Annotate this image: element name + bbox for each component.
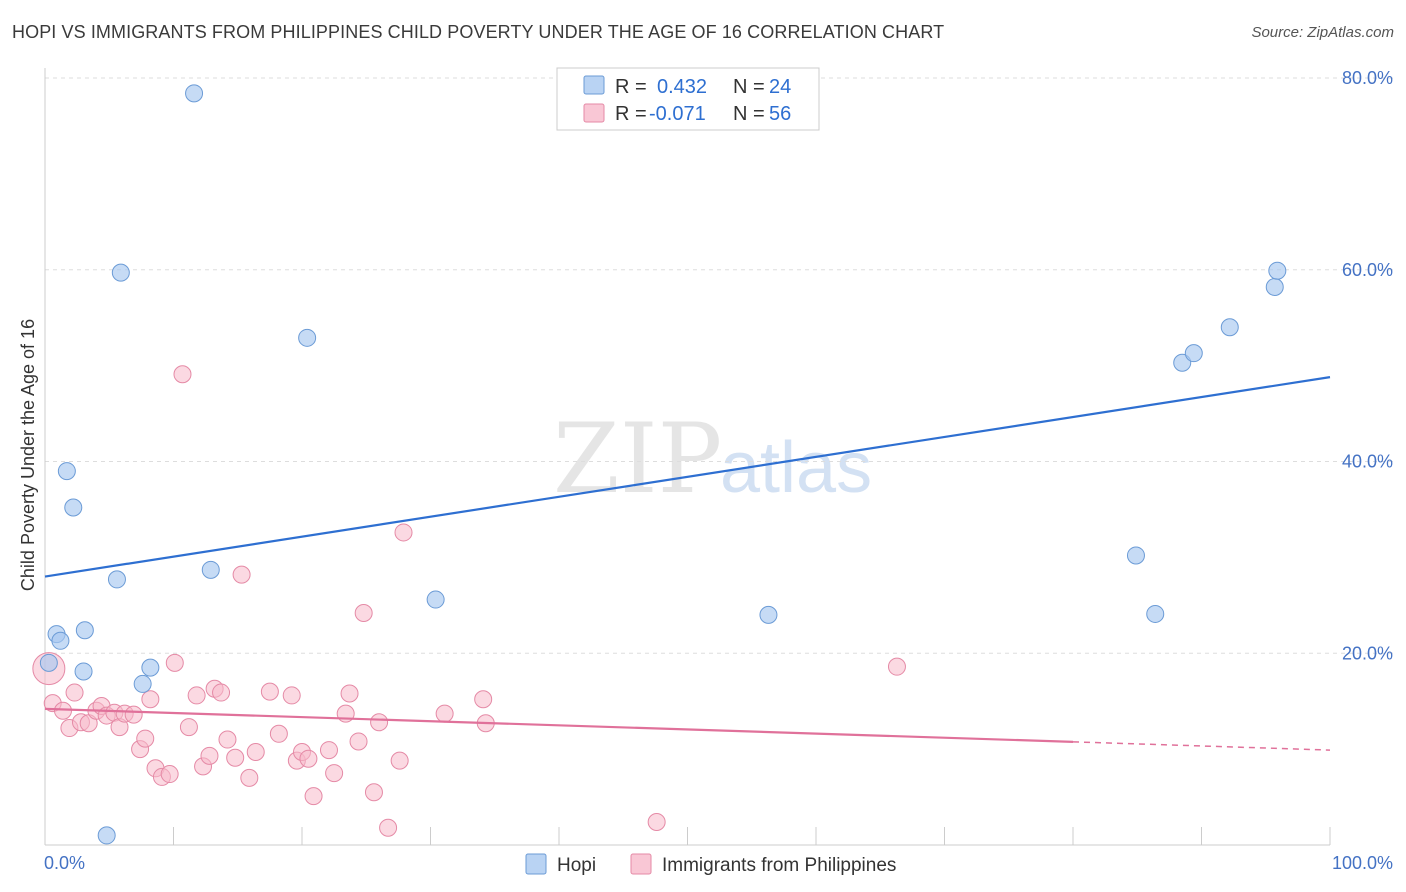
hopi-point-0 (39, 653, 58, 672)
trend-line-philippines (44, 707, 1074, 743)
chart-title: HOPI VS IMMIGRANTS FROM PHILIPPINES CHIL… (12, 22, 945, 42)
legend-r-label-philippines: R = (615, 103, 647, 125)
hopi-point-11 (185, 84, 204, 103)
philippines-point-21 (173, 365, 192, 384)
hopi-point-14 (426, 590, 445, 609)
hopi-point-4 (64, 498, 83, 517)
hopi-point-13 (298, 328, 317, 347)
legend-swatch-hopi (583, 75, 605, 95)
series-points-immigrants-from-philippines (32, 365, 906, 837)
philippines-point-39 (304, 787, 323, 806)
legend-n-label-hopi: N = (733, 76, 765, 98)
philippines-point-13 (124, 705, 143, 724)
y-axis-label: Child Poverty Under the Age of 16 (18, 319, 38, 591)
philippines-point-22 (179, 718, 198, 737)
hopi-point-6 (75, 621, 94, 640)
legend-r-value-hopi: 0.432 (657, 76, 707, 98)
hopi-point-15 (97, 826, 116, 845)
philippines-point-49 (390, 751, 409, 770)
philippines-point-46 (364, 783, 383, 802)
hopi-point-19 (1173, 353, 1192, 372)
y-tick-labels: 20.0% 40.0% 60.0% 80.0% (1342, 68, 1393, 663)
legend-r-value-philippines: -0.071 (649, 103, 706, 125)
y-tick-label-2: 60.0% (1342, 260, 1393, 280)
hopi-point-22 (1265, 278, 1284, 297)
philippines-point-48 (379, 818, 398, 837)
hopi-point-18 (1146, 604, 1165, 623)
legend-n-value-philippines: 56 (769, 103, 791, 125)
philippines-point-23 (187, 686, 206, 705)
watermark-zip: ZIP (553, 403, 722, 515)
bottom-legend-swatch-hopi (525, 853, 547, 875)
trend-line-hopi (44, 376, 1331, 578)
philippines-point-44 (349, 732, 368, 751)
y-tick-label-0: 20.0% (1342, 643, 1393, 663)
series-points-hopi (39, 84, 1287, 845)
y-tick-label-3: 80.0% (1342, 68, 1393, 88)
hopi-point-12 (201, 560, 220, 579)
legend-n-value-hopi: 24 (769, 76, 791, 98)
philippines-point-16 (141, 690, 160, 709)
philippines-point-45 (354, 603, 373, 622)
philippines-point-28 (218, 730, 237, 749)
y-tick-label-1: 40.0% (1342, 452, 1393, 472)
x-tick-labels: 0.0% 100.0% (44, 853, 1393, 873)
hopi-point-17 (1126, 546, 1145, 565)
hopi-point-5 (74, 662, 93, 681)
hopi-point-21 (1220, 318, 1239, 337)
philippines-point-29 (226, 748, 245, 767)
hopi-point-3 (57, 462, 76, 481)
legend-r-label-hopi: R = (615, 76, 647, 98)
bottom-legend-label-hopi: Hopi (557, 855, 596, 876)
philippines-point-27 (212, 683, 231, 702)
philippines-point-51 (435, 704, 454, 723)
philippines-point-31 (240, 768, 259, 787)
hopi-point-10 (141, 658, 160, 677)
trend-lines (44, 376, 1331, 751)
philippines-point-15 (136, 729, 155, 748)
hopi-point-9 (133, 674, 152, 693)
legend-n-label-philippines: N = (733, 103, 765, 125)
philippines-point-19 (160, 765, 179, 784)
grid-lines (45, 77, 1393, 654)
philippines-point-50 (394, 523, 413, 542)
hopi-point-7 (107, 570, 126, 589)
philippines-point-30 (232, 565, 251, 584)
legend-swatch-immigrants-from-philippines (583, 103, 605, 123)
philippines-point-25 (200, 746, 219, 765)
philippines-point-47 (370, 713, 389, 732)
bottom-legend-swatch-philippines (630, 853, 652, 875)
x-tick-label-1: 100.0% (1332, 853, 1393, 873)
stats-legend: R = 0.432 N = 24 R = -0.071 N = 56 (556, 67, 820, 131)
hopi-point-2 (51, 631, 70, 650)
philippines-point-34 (269, 724, 288, 743)
trend-line-dashed-philippines (1072, 741, 1331, 751)
philippines-point-41 (325, 764, 344, 783)
philippines-point-2 (53, 701, 72, 720)
series-legend: Hopi Immigrants from Philippines (525, 853, 896, 876)
philippines-point-32 (246, 743, 265, 762)
philippines-point-20 (165, 653, 184, 672)
bottom-legend-label-philippines: Immigrants from Philippines (662, 855, 896, 876)
x-tick-label-0: 0.0% (44, 853, 85, 873)
hopi-point-20 (1184, 344, 1203, 363)
philippines-point-33 (260, 682, 279, 701)
philippines-point-55 (887, 657, 906, 676)
philippines-point-35 (282, 686, 301, 705)
hopi-point-8 (111, 263, 130, 282)
axes (44, 68, 1331, 846)
philippines-point-38 (299, 749, 318, 768)
philippines-point-54 (647, 812, 666, 831)
philippines-point-43 (340, 684, 359, 703)
hopi-point-23 (1268, 261, 1287, 280)
philippines-point-52 (474, 690, 493, 709)
philippines-point-40 (319, 741, 338, 760)
source-credit: Source: ZipAtlas.com (1251, 24, 1394, 41)
hopi-point-16 (759, 605, 778, 624)
philippines-point-4 (65, 683, 84, 702)
